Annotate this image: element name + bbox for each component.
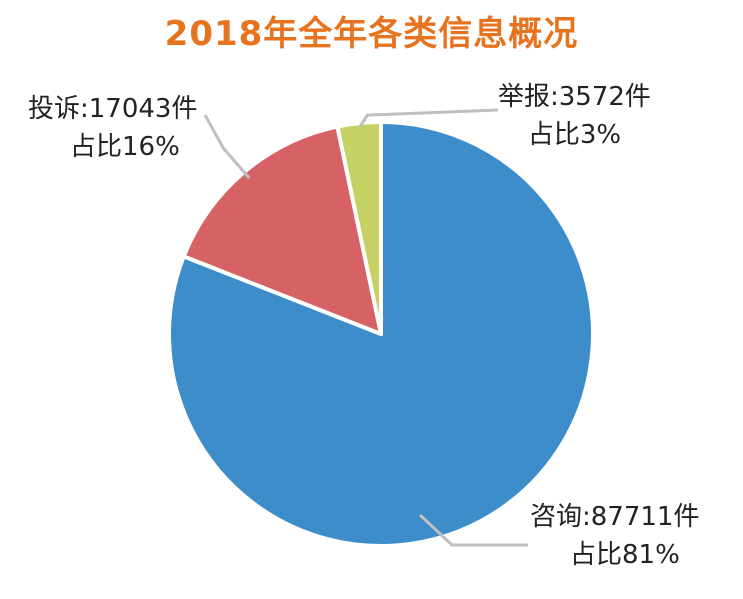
report-count-label: 举报:3572件 bbox=[498, 82, 651, 112]
slice-label-consult: 咨询:87711件 占比81% bbox=[530, 498, 699, 574]
slice-label-report: 举报:3572件 占比3% bbox=[498, 78, 651, 154]
slice-label-complaint: 投诉:17043件 占比16% bbox=[28, 90, 197, 166]
complaint-count-label: 投诉:17043件 bbox=[28, 94, 198, 124]
complaint-percent-label: 占比16% bbox=[70, 132, 180, 162]
pie-slice-report bbox=[335, 120, 383, 336]
pie-slices bbox=[167, 120, 595, 548]
chart-title: 2018年全年各类信息概况 bbox=[164, 14, 579, 54]
consult-count-label: 咨询:87711件 bbox=[530, 502, 700, 532]
leader-line-complaint bbox=[203, 114, 251, 180]
report-percent-label: 占比3% bbox=[527, 120, 622, 150]
leader-line-consult bbox=[418, 513, 528, 547]
leader-line-report bbox=[358, 108, 499, 128]
leader-lines bbox=[203, 108, 528, 547]
consult-percent-label: 占比81% bbox=[570, 540, 680, 570]
